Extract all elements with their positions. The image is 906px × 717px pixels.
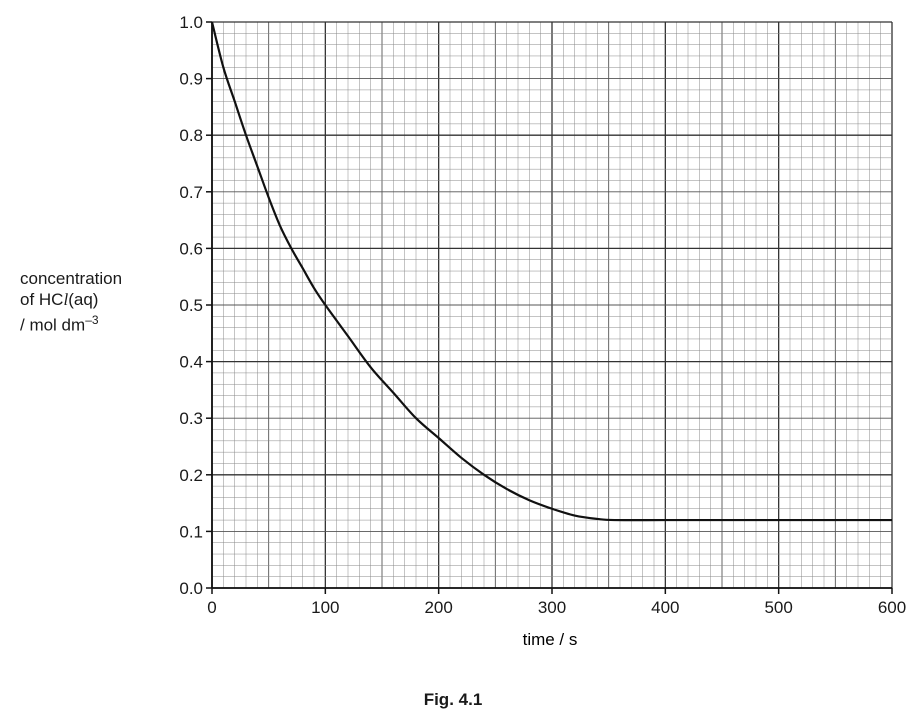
- x-tick-label: 300: [538, 598, 566, 617]
- figure-caption: Fig. 4.1: [423, 690, 483, 709]
- x-tick-label: 400: [651, 598, 679, 617]
- x-tick-label: 100: [311, 598, 339, 617]
- concentration-curve: [210, 21, 892, 522]
- y-tick-label: 0.6: [179, 239, 203, 258]
- y-tick-label: 0.4: [179, 353, 203, 372]
- y-tick-label: 0.9: [179, 70, 203, 89]
- y-tick-label: 0.3: [179, 409, 203, 428]
- y-tick-label: 0.2: [179, 466, 203, 485]
- y-axis-label-line1: concentration: [20, 269, 123, 288]
- x-tick-label: 0: [207, 598, 216, 617]
- y-tick-label: 0.0: [179, 579, 203, 598]
- y-tick-label: 0.8: [179, 126, 203, 145]
- y-axis-label-line2: of HCl(aq): [20, 290, 99, 309]
- y-axis-label: concentration of HCl(aq) / mol dm–3: [20, 268, 122, 336]
- x-tick-label: 600: [878, 598, 906, 617]
- y-tick-label: 1.0: [179, 13, 203, 32]
- y-axis-label-line3: / mol dm–3: [20, 313, 99, 335]
- x-tick-label: 500: [764, 598, 792, 617]
- y-tick-label: 0.1: [179, 522, 203, 541]
- concentration-time-chart: 0 100 200 300 400 500 600 0.00.10.20.30.40.50.…: [179, 13, 906, 649]
- y-tick-label: 0.5: [179, 296, 203, 315]
- chart-series: [210, 21, 892, 522]
- x-axis-label: time / s: [523, 630, 578, 649]
- y-tick-label: 0.7: [179, 183, 203, 202]
- y-axis-ticks: 0.0 0.1 0.2 0.3 0.4 0.5 0.6 0.7 0.8 0.9 1.0: [179, 13, 212, 598]
- chart-grid: [211, 21, 893, 589]
- x-tick-label: 200: [424, 598, 452, 617]
- x-axis-ticks: 0 100 200 300 400 500 600: [207, 588, 906, 617]
